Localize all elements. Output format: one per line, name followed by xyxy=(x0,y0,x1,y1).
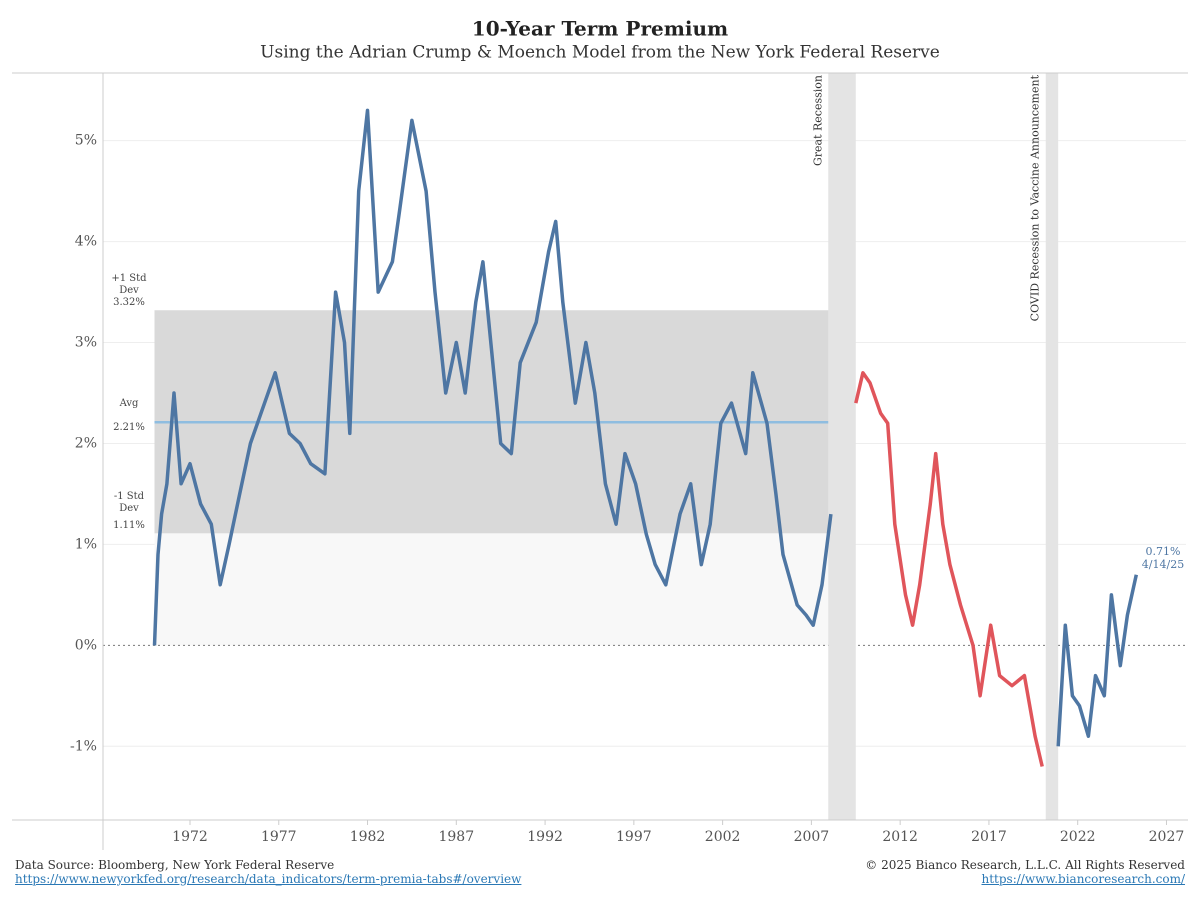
x-tick-label: 1977 xyxy=(261,829,297,845)
x-tick-label: 1987 xyxy=(438,829,474,845)
recession-label: COVID Recession to Vaccine Announcement xyxy=(1029,74,1042,321)
x-tick-label: 1997 xyxy=(616,829,652,845)
stat-label: +1 Std Dev xyxy=(111,273,147,297)
source: Data Source: Bloomberg, New York Federal… xyxy=(15,858,335,872)
plot-layer xyxy=(103,73,1186,825)
lower-band xyxy=(154,533,831,646)
recession-shade xyxy=(1045,73,1059,820)
y-tick-label: 5% xyxy=(75,133,97,149)
x-tick-label: 1982 xyxy=(350,829,386,845)
y-tick-label: 4% xyxy=(75,234,97,250)
source-link[interactable]: https://www.newyorkfed.org/research/data… xyxy=(15,872,521,886)
x-tick-label: 2007 xyxy=(794,829,830,845)
stat-label: Avg xyxy=(119,398,139,410)
end-value: 0.71% xyxy=(1145,544,1181,558)
y-tick-label: 0% xyxy=(75,637,97,653)
y-tick-label: 1% xyxy=(75,536,97,552)
copyright: © 2025 Bianco Research, L.L.C. All Right… xyxy=(865,858,1185,872)
end-date: 4/14/25 xyxy=(1141,557,1185,571)
copyright-url[interactable]: https://www.biancoresearch.com/ xyxy=(981,872,1185,886)
stat-value: 1.11% xyxy=(113,520,145,532)
stat-value: 2.21% xyxy=(113,422,145,434)
x-tick-label: 1972 xyxy=(172,829,208,845)
copyright-link[interactable]: https://www.biancoresearch.com/ xyxy=(981,872,1185,886)
y-tick-label: -1% xyxy=(70,738,97,754)
recession-label: Great Recession xyxy=(811,75,824,166)
recession-shade xyxy=(828,73,856,820)
stat-value: 3.32% xyxy=(113,297,145,309)
chart-title: 10-Year Term Premium xyxy=(472,17,728,41)
series-line xyxy=(854,371,1044,767)
x-tick-label: 1992 xyxy=(527,829,563,845)
chart-subtitle: Using the Adrian Crump & Moench Model fr… xyxy=(260,43,940,63)
source-url[interactable]: https://www.newyorkfed.org/research/data… xyxy=(15,872,522,886)
x-tick-label: 2002 xyxy=(705,829,741,845)
x-tick-label: 2027 xyxy=(1149,829,1185,845)
series-line xyxy=(1056,574,1139,747)
series-line xyxy=(152,108,833,646)
x-tick-label: 2022 xyxy=(1060,829,1096,845)
y-tick-label: 3% xyxy=(75,335,97,351)
x-tick-label: 2017 xyxy=(971,829,1007,845)
x-tick-label: 2012 xyxy=(882,829,918,845)
stat-label: -1 Std Dev xyxy=(113,491,145,515)
y-tick-label: 2% xyxy=(75,435,97,451)
